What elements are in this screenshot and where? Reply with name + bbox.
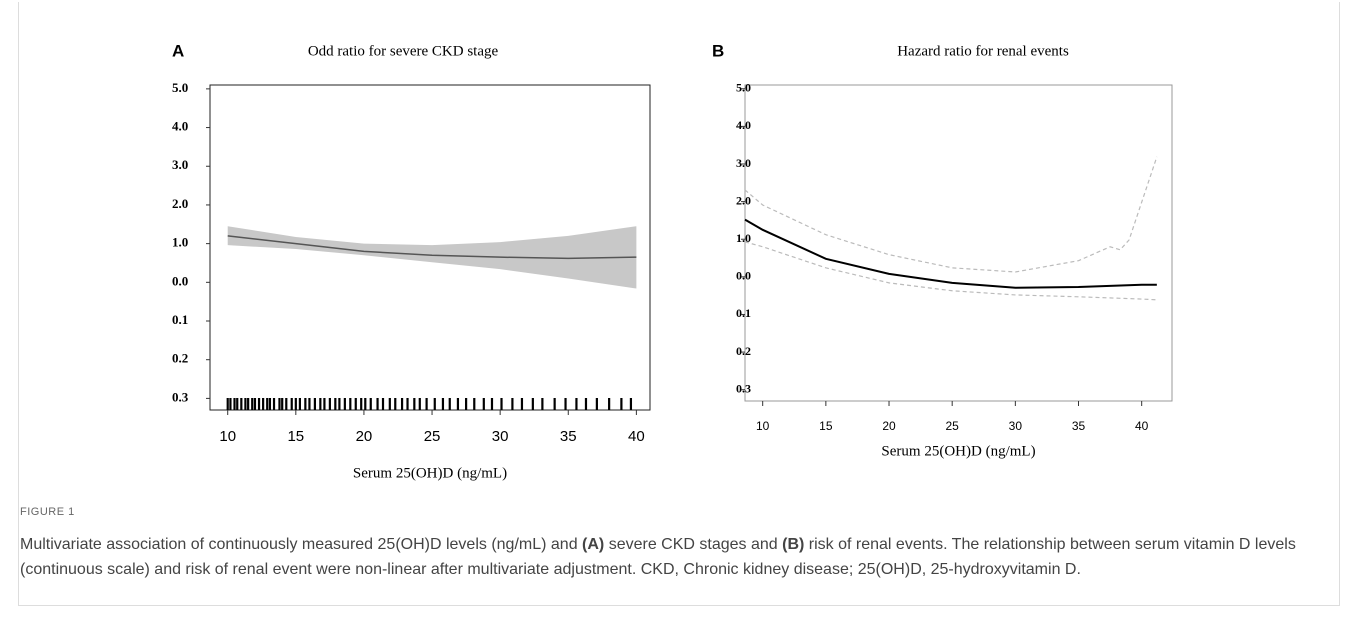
caption-part: (B) <box>782 536 805 553</box>
y-tick-label: 1.0 <box>736 231 751 245</box>
y-tick-label: 0.2 <box>736 344 751 358</box>
estimate-line <box>744 218 1157 289</box>
caption-part: Multivariate association of continuously… <box>20 536 583 553</box>
ci-line <box>744 241 1157 301</box>
estimate-line <box>227 235 637 260</box>
x-axis-label: Serum 25(OH)D (ng/mL) <box>353 465 507 481</box>
x-tick-label: 35 <box>1072 419 1086 433</box>
x-tick-label: 10 <box>756 419 770 433</box>
y-tick-label: 2.0 <box>736 193 751 207</box>
x-tick-label: 15 <box>287 428 304 445</box>
x-tick-label: 30 <box>1009 419 1023 433</box>
y-tick-label: 3.0 <box>736 156 751 170</box>
x-tick-label: 35 <box>560 428 577 445</box>
x-tick-label: 10 <box>219 428 236 445</box>
plot-frame <box>744 84 1173 402</box>
y-tick-label: 4.0 <box>172 119 188 134</box>
y-tick-label: 0.0 <box>172 273 188 288</box>
x-axis-label: Serum 25(OH)D (ng/mL) <box>881 443 1035 459</box>
y-tick-label: 4.0 <box>736 118 751 132</box>
y-tick-label: 0.1 <box>736 306 751 320</box>
y-tick-label: 3.0 <box>172 157 188 172</box>
caption-part: severe CKD stages and <box>604 536 783 553</box>
plot-frame <box>209 84 651 411</box>
chart-title: Hazard ratio for renal events <box>897 43 1069 59</box>
x-tick-label: 20 <box>356 428 373 445</box>
y-tick-label: 5.0 <box>172 80 188 95</box>
y-tick-label: 1.0 <box>172 235 188 250</box>
figure: A Odd ratio for severe CKD stage 5.0 4.0 3.0… <box>172 41 1173 481</box>
panel-label: A <box>172 41 184 60</box>
y-tick-label: 0.1 <box>172 312 188 327</box>
x-tick-label: 15 <box>819 419 833 433</box>
ci-line <box>744 156 1158 273</box>
confidence-band <box>227 226 637 289</box>
x-tick-label: 30 <box>492 428 509 445</box>
chart-title: Odd ratio for severe CKD stage <box>308 43 499 59</box>
x-tick-label: 25 <box>946 419 960 433</box>
x-tick-label: 40 <box>1135 419 1149 433</box>
figure-frame <box>18 2 1340 606</box>
y-tick-label: 0.3 <box>736 381 751 395</box>
caption-part: risk of renal events. The relationship b… <box>20 536 1296 578</box>
x-tick-label: 20 <box>882 419 896 433</box>
caption-label: FIGURE 1 <box>20 506 75 518</box>
panel-label: B <box>712 41 724 60</box>
caption-part: (A) <box>582 536 605 553</box>
y-tick-label: 0.0 <box>736 269 751 283</box>
x-tick-label: 25 <box>424 428 441 445</box>
y-tick-label: 0.3 <box>172 389 189 404</box>
y-tick-label: 2.0 <box>172 196 188 211</box>
caption-text: Multivariate association of continuously… <box>20 532 1330 582</box>
x-tick-label: 40 <box>628 428 645 445</box>
y-tick-label: 5.0 <box>736 81 751 95</box>
y-tick-label: 0.2 <box>172 351 188 366</box>
